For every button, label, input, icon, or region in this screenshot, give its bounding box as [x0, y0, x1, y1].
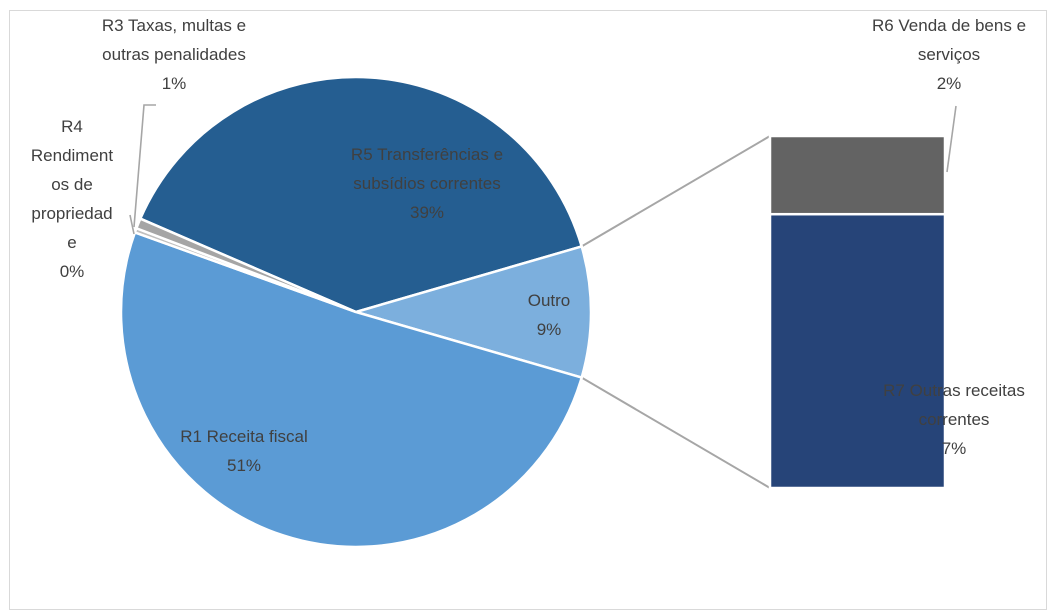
leader-line-r4 [129, 214, 135, 235]
bar-label-r6-venda-de-bens-e-servicos: R6 Venda de bens e serviços 2% [872, 16, 1026, 93]
pie-label-r1-receita-fiscal: R1 Receita fiscal 51% [180, 427, 308, 475]
pie-slice-outro [351, 244, 593, 380]
leader-line-r3 [133, 104, 156, 228]
leader-lines [129, 104, 957, 235]
secondary-bar [768, 134, 947, 490]
pie-label-outro: Outro 9% [528, 291, 571, 339]
connector-line-bottom [581, 376, 771, 489]
bar-segment-r6-venda-de-bens-e-servicos [768, 134, 947, 216]
pie-slice-r1-receita-fiscal [119, 230, 584, 549]
bar-label-r7-outras-receitas-correntes: R7 Outras receitas correntes 7% [883, 381, 1025, 458]
connector-line-top [581, 135, 771, 248]
leader-line-r6 [946, 105, 957, 173]
pie-label-r5-transferencias-e-subsidios-correntes: R5 Transferências e subsídios correntes 39… [351, 145, 503, 222]
pie-label-r4-rendimentos-de-propriedade: R4 Rendiment os de propriedad e 0% [31, 117, 113, 281]
bar-segment-r7-outras-receitas-correntes [768, 212, 947, 490]
pie-label-r3-taxas-multas-e-outras-penalidades: R3 Taxas, multas e outras penalidades 1% [102, 16, 246, 93]
pie [119, 75, 593, 549]
pie-slice-r5-transferencias-e-subsidios-correntes [138, 75, 584, 314]
connector-lines [581, 135, 771, 489]
pie-slice-r3-taxas-multas-e-outras-penalidades [134, 217, 357, 314]
data-labels: R5 Transferências e subsídios correntes 39… [31, 16, 1026, 475]
